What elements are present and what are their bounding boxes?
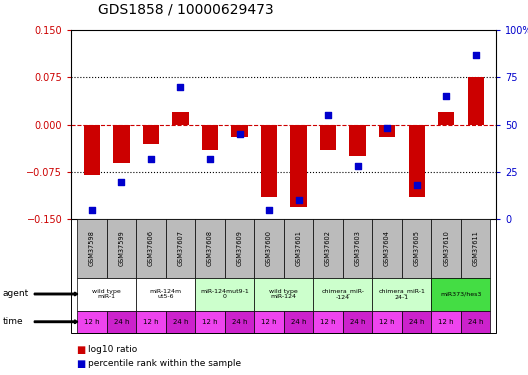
Text: percentile rank within the sample: percentile rank within the sample [88,359,241,368]
Text: GSM37600: GSM37600 [266,230,272,266]
Point [353,164,362,170]
Bar [467,77,484,125]
Point [235,131,244,137]
Text: 12 h: 12 h [84,319,100,325]
Point [294,197,303,203]
Text: miR-124mut9-1
0: miR-124mut9-1 0 [201,289,249,299]
Point [117,178,126,184]
Text: miR-124m
ut5-6: miR-124m ut5-6 [149,289,182,299]
Text: log10 ratio: log10 ratio [88,345,137,354]
Point [176,84,185,90]
Point [88,207,96,213]
Text: GSM37607: GSM37607 [177,230,184,266]
Text: 12 h: 12 h [261,319,277,325]
Point [412,182,421,188]
Text: 24 h: 24 h [114,319,129,325]
Text: 24 h: 24 h [291,319,306,325]
Text: GSM37598: GSM37598 [89,231,95,266]
Text: GSM37608: GSM37608 [207,230,213,266]
Text: 12 h: 12 h [438,319,454,325]
Bar [379,124,395,137]
Point [324,112,332,118]
Text: ■: ■ [77,345,86,355]
Text: 12 h: 12 h [320,319,336,325]
Text: 12 h: 12 h [143,319,159,325]
Bar [143,124,159,144]
Text: chimera_miR-1
24-1: chimera_miR-1 24-1 [379,288,426,300]
Bar [202,124,218,150]
Text: GDS1858 / 10000629473: GDS1858 / 10000629473 [98,3,274,17]
Bar [438,112,454,125]
Bar [84,124,100,175]
Bar [114,124,129,163]
Text: wild type
miR-124: wild type miR-124 [269,289,298,299]
Bar [231,124,248,137]
Text: 24 h: 24 h [350,319,365,325]
Bar [320,124,336,150]
Text: GSM37606: GSM37606 [148,230,154,266]
Text: 24 h: 24 h [468,319,484,325]
Text: 12 h: 12 h [379,319,395,325]
Text: 24 h: 24 h [173,319,188,325]
Point [147,156,155,162]
Bar [350,124,366,156]
Text: time: time [3,317,23,326]
Point [265,207,274,213]
Bar [290,124,307,207]
Text: 12 h: 12 h [202,319,218,325]
Bar [409,124,425,197]
Text: GSM37599: GSM37599 [118,231,125,266]
Text: GSM37609: GSM37609 [237,231,242,266]
Text: GSM37610: GSM37610 [443,231,449,266]
Text: wild type
miR-1: wild type miR-1 [92,289,121,299]
Text: GSM37605: GSM37605 [413,230,420,266]
Text: chimera_miR-
-124: chimera_miR- -124 [322,288,364,300]
Point [206,156,214,162]
Bar [172,112,188,125]
Text: 24 h: 24 h [232,319,247,325]
Text: GSM37602: GSM37602 [325,230,331,266]
Text: 24 h: 24 h [409,319,425,325]
Text: miR373/hes3: miR373/hes3 [440,291,482,297]
Point [472,52,480,58]
Text: GSM37611: GSM37611 [473,231,479,266]
Text: agent: agent [3,290,29,298]
Text: GSM37604: GSM37604 [384,230,390,266]
Text: GSM37601: GSM37601 [296,231,301,266]
Text: GSM37603: GSM37603 [355,231,361,266]
Point [383,126,391,132]
Text: ■: ■ [77,359,86,369]
Point [442,93,450,99]
Bar [261,124,277,197]
